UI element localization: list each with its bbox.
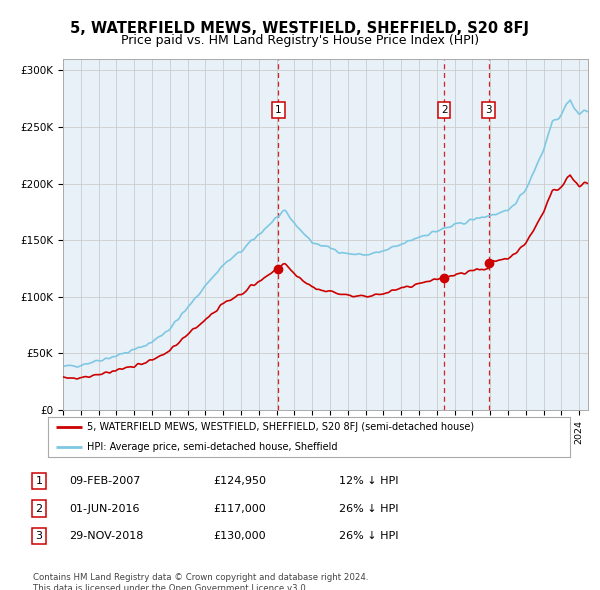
Text: 5, WATERFIELD MEWS, WESTFIELD, SHEFFIELD, S20 8FJ (semi-detached house): 5, WATERFIELD MEWS, WESTFIELD, SHEFFIELD… [87, 422, 474, 432]
Text: 12% ↓ HPI: 12% ↓ HPI [339, 476, 398, 486]
Text: 09-FEB-2007: 09-FEB-2007 [69, 476, 140, 486]
Text: 01-JUN-2016: 01-JUN-2016 [69, 504, 139, 513]
Text: Price paid vs. HM Land Registry's House Price Index (HPI): Price paid vs. HM Land Registry's House … [121, 34, 479, 47]
Text: HPI: Average price, semi-detached house, Sheffield: HPI: Average price, semi-detached house,… [87, 442, 338, 452]
Text: 1: 1 [35, 476, 43, 486]
Text: 5, WATERFIELD MEWS, WESTFIELD, SHEFFIELD, S20 8FJ: 5, WATERFIELD MEWS, WESTFIELD, SHEFFIELD… [71, 21, 530, 35]
Text: 2: 2 [35, 504, 43, 513]
Text: 1: 1 [275, 105, 281, 115]
Text: 26% ↓ HPI: 26% ↓ HPI [339, 504, 398, 513]
Text: 3: 3 [485, 105, 492, 115]
Text: £124,950: £124,950 [213, 476, 266, 486]
Text: 3: 3 [35, 532, 43, 541]
Text: 29-NOV-2018: 29-NOV-2018 [69, 532, 143, 541]
Text: 26% ↓ HPI: 26% ↓ HPI [339, 532, 398, 541]
Text: £130,000: £130,000 [213, 532, 266, 541]
Text: Contains HM Land Registry data © Crown copyright and database right 2024.
This d: Contains HM Land Registry data © Crown c… [33, 573, 368, 590]
Text: £117,000: £117,000 [213, 504, 266, 513]
Text: 2: 2 [441, 105, 448, 115]
